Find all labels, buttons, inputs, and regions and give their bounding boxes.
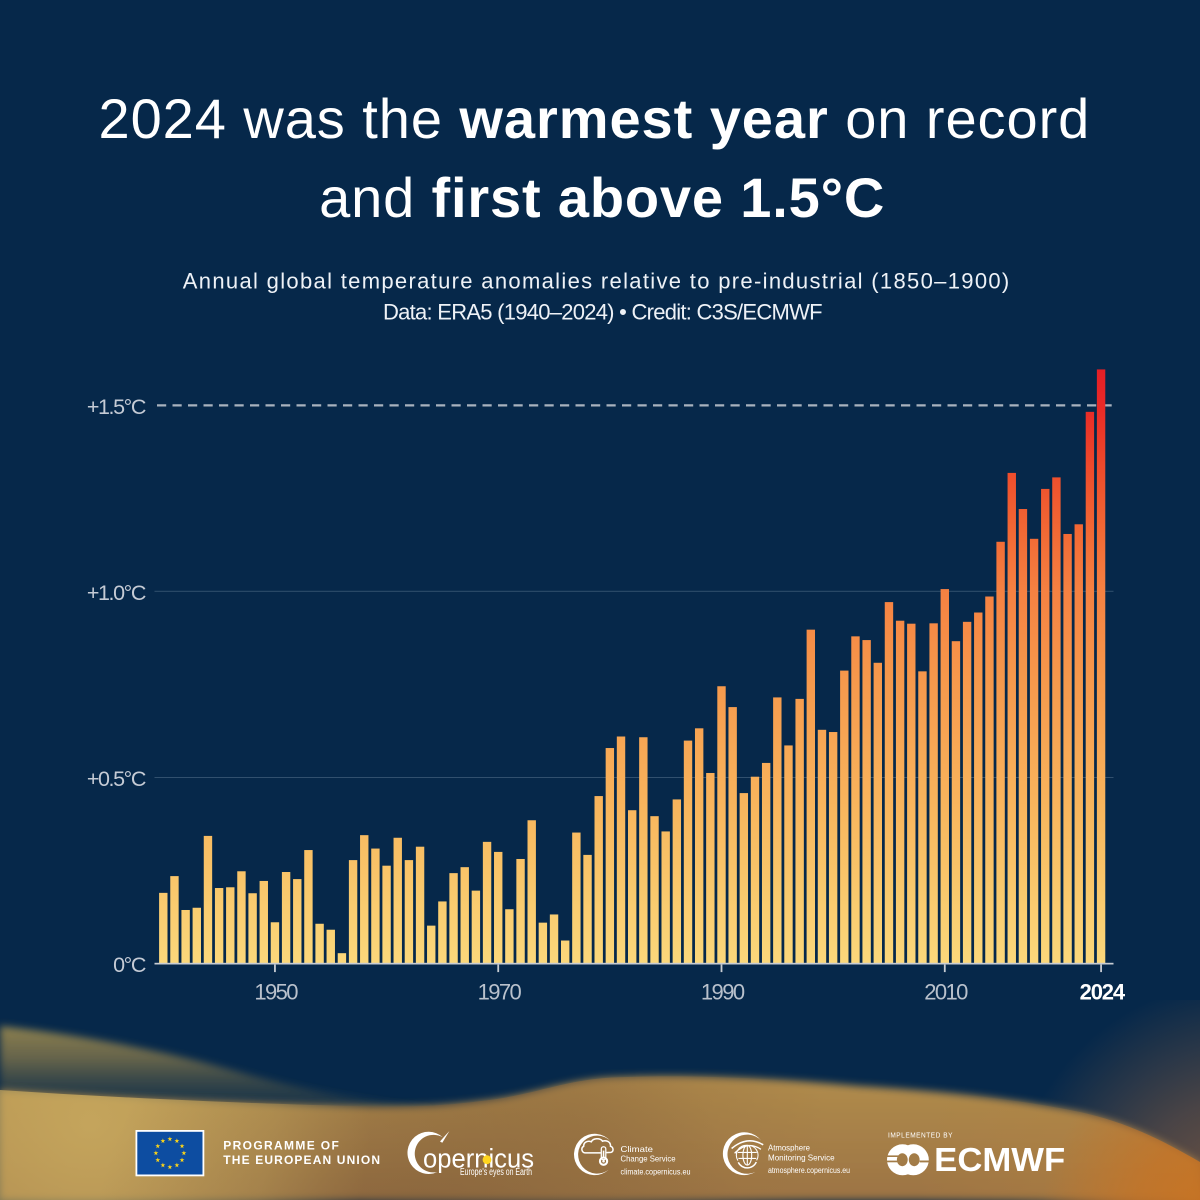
- svg-text:+1.0°C: +1.0°C: [87, 581, 146, 605]
- svg-text:2010: 2010: [924, 980, 968, 1005]
- svg-text:opernicus: opernicus: [423, 1144, 534, 1174]
- svg-text:2024: 2024: [1080, 980, 1126, 1005]
- svg-text:1970: 1970: [478, 980, 522, 1005]
- svg-text:atmosphere.copernicus.eu: atmosphere.copernicus.eu: [768, 1166, 850, 1175]
- svg-text:Europe's eyes on Earth: Europe's eyes on Earth: [460, 1167, 532, 1178]
- svg-text:Change Service: Change Service: [621, 1154, 676, 1163]
- svg-text:Annual global temperature anom: Annual global temperature anomalies rela…: [183, 269, 1011, 294]
- svg-text:+1.5°C: +1.5°C: [87, 395, 146, 419]
- svg-text:IMPLEMENTED BY: IMPLEMENTED BY: [888, 1131, 953, 1140]
- svg-text:THE EUROPEAN UNION: THE EUROPEAN UNION: [223, 1153, 380, 1167]
- svg-text:Data: ERA5 (1940–2024) • Credi: Data: ERA5 (1940–2024) • Credit: C3S/ECM…: [383, 300, 822, 325]
- svg-text:PROGRAMME OF: PROGRAMME OF: [223, 1139, 338, 1153]
- svg-text:and first above 1.5°C: and first above 1.5°C: [319, 166, 885, 229]
- svg-text:1990: 1990: [701, 980, 745, 1005]
- svg-text:Monitoring Service: Monitoring Service: [768, 1153, 835, 1162]
- svg-text:2024 was the warmest year on r: 2024 was the warmest year on record: [99, 87, 1091, 150]
- svg-text:climate.copernicus.eu: climate.copernicus.eu: [621, 1168, 691, 1177]
- svg-text:Climate: Climate: [621, 1145, 654, 1154]
- svg-text:ECMWF: ECMWF: [934, 1142, 1065, 1179]
- svg-text:0°C: 0°C: [113, 953, 146, 977]
- svg-text:Atmosphere: Atmosphere: [768, 1144, 810, 1153]
- svg-text:1950: 1950: [254, 980, 298, 1005]
- svg-text:+0.5°C: +0.5°C: [87, 767, 146, 791]
